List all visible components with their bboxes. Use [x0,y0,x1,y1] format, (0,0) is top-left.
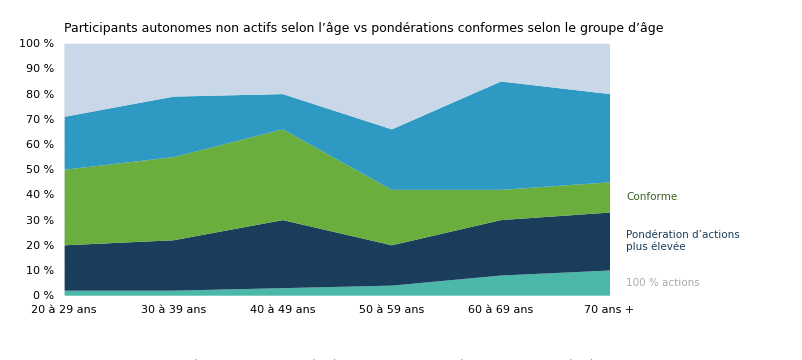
Legend: 0 % actions, Pondération d’actions moins élevée, Conforme, Pondération d’actions: 0 % actions, Pondération d’actions moins… [69,356,695,360]
Text: Conforme: Conforme [626,192,677,202]
Text: 0 % actions: 0 % actions [626,63,687,73]
Text: Pondération d’actions
plus élevée: Pondération d’actions plus élevée [626,230,739,252]
Text: Participants autonomes non actifs selon l’âge vs pondérations conformes selon le: Participants autonomes non actifs selon … [64,22,664,35]
Text: 100 % actions: 100 % actions [626,278,699,288]
Text: Pondération d’actions
moins élevée: Pondération d’actions moins élevée [626,127,739,149]
